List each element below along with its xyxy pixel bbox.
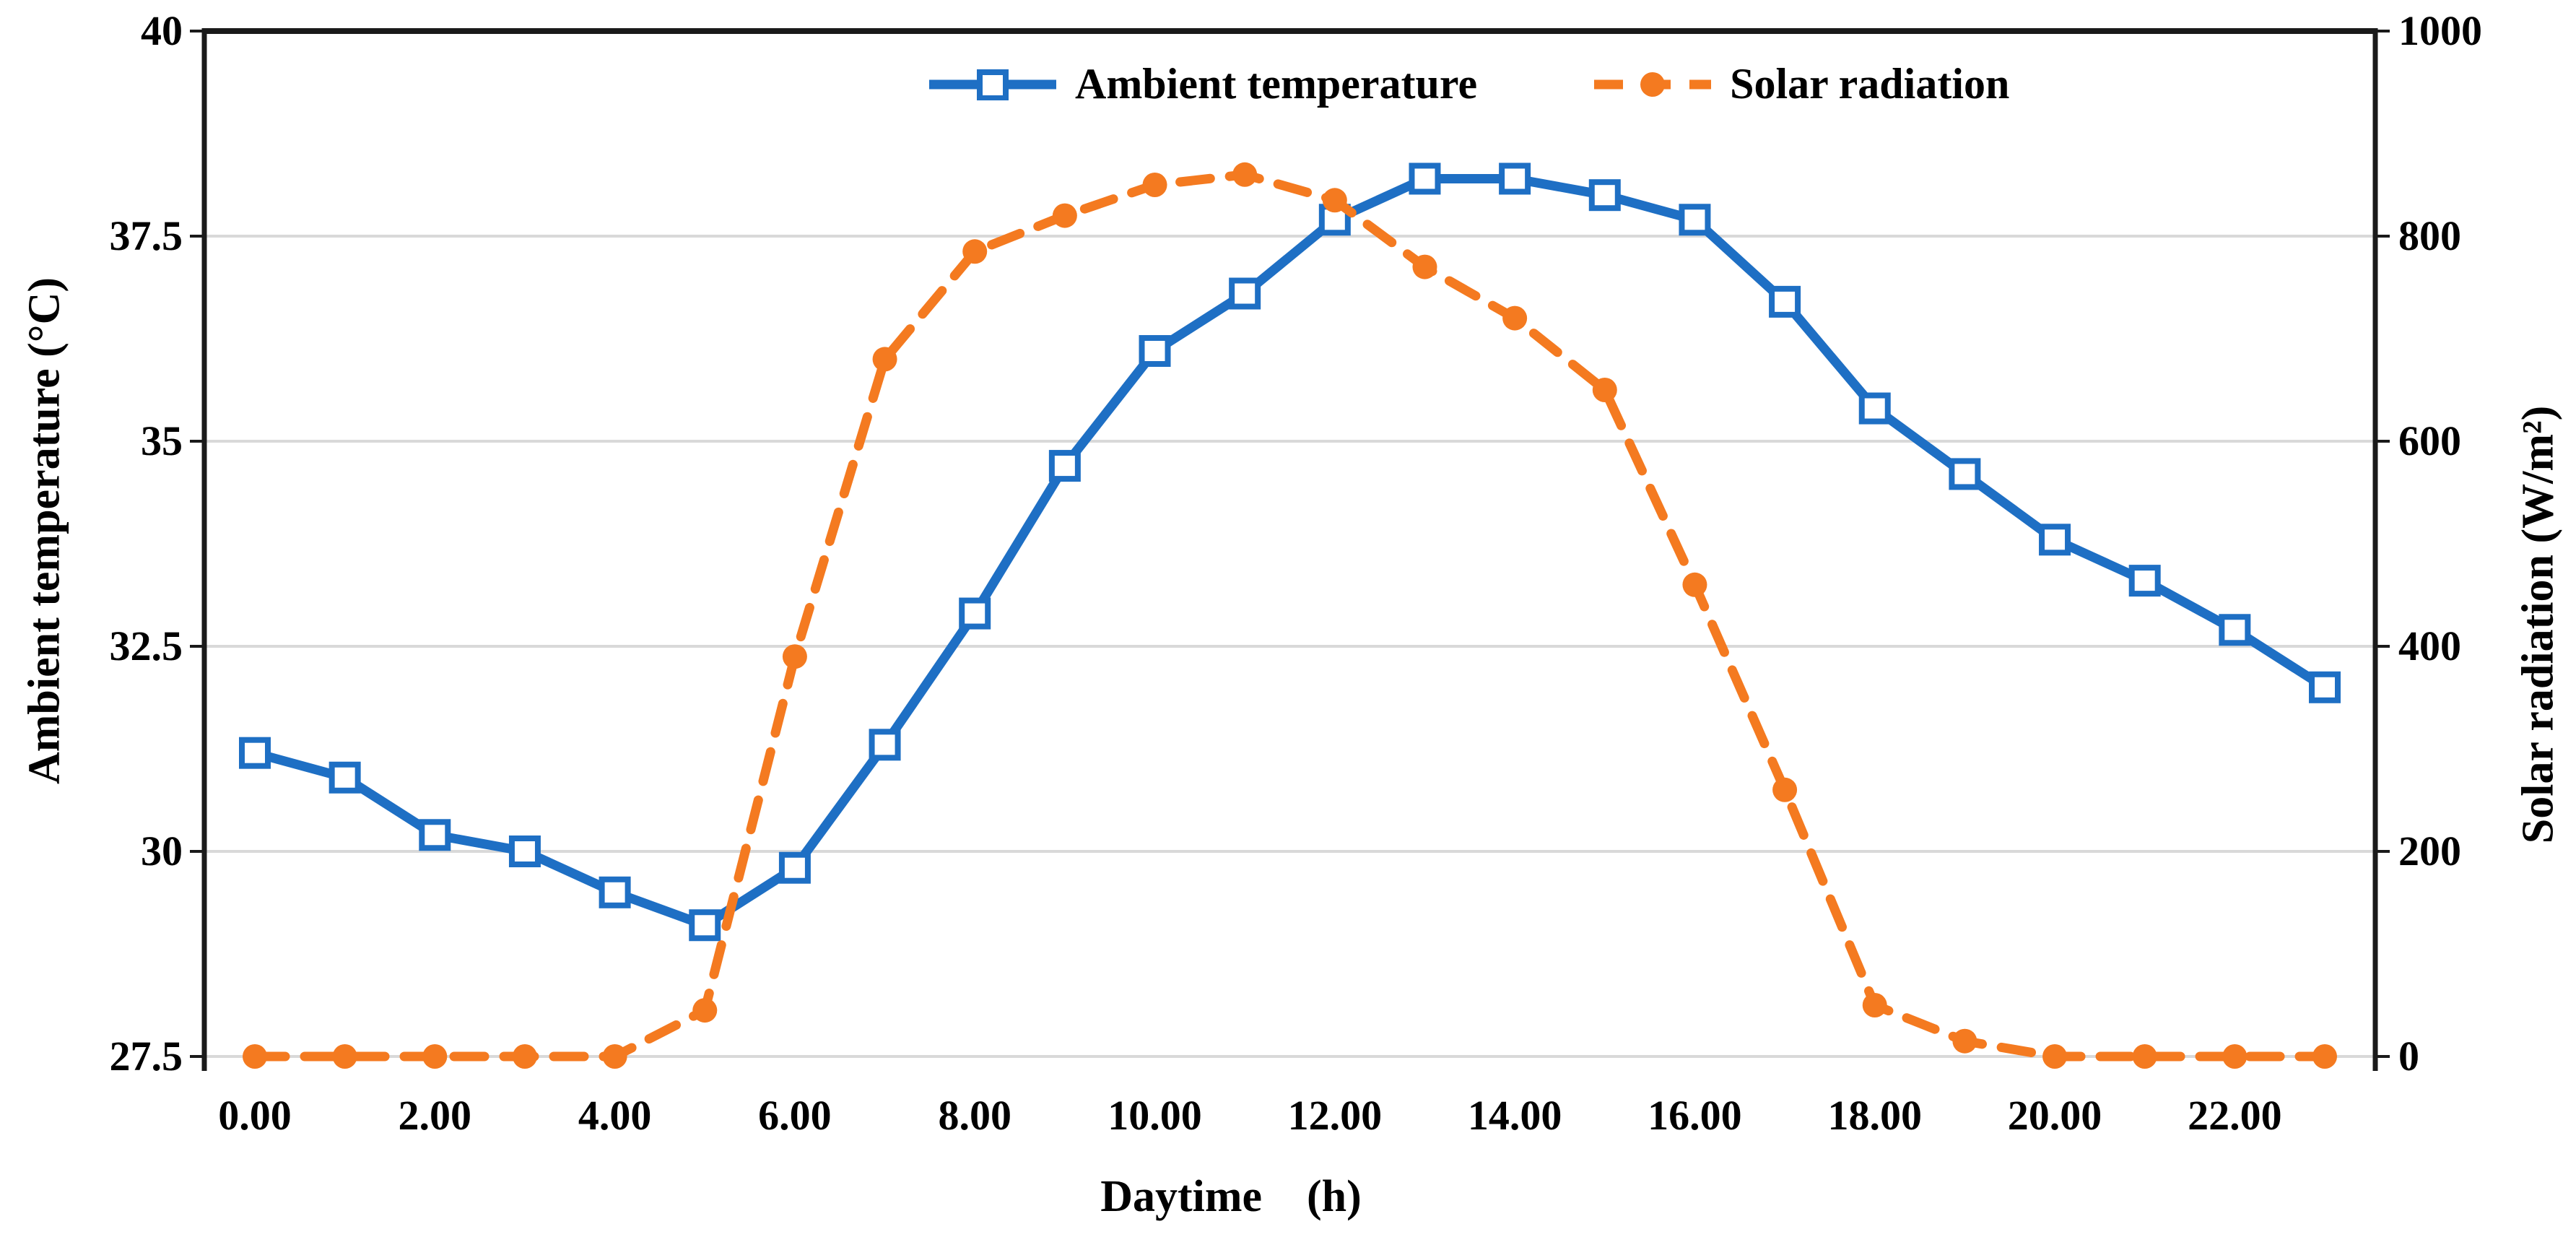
solar-radiation-marker — [962, 239, 988, 264]
solar-radiation-marker — [243, 1044, 267, 1069]
ambient-temperature-marker — [1409, 162, 1441, 195]
solar-radiation-marker — [2222, 1044, 2248, 1069]
ambient-temperature-line — [250, 173, 2330, 930]
left-axis-title: Ambient temperature (°C) — [19, 277, 69, 785]
legend-label-solar-radiation: Solar radiation — [1730, 60, 2010, 108]
solar-radiation-marker — [1772, 777, 1798, 802]
solar-radiation-marker — [1322, 188, 1347, 213]
ambient-temperature-marker — [869, 729, 901, 761]
solar-radiation-marker — [782, 644, 807, 669]
ambient-temperature-line-swatch-icon — [929, 69, 1056, 100]
right-axis-title: Solar radiation (W/m²) — [2513, 405, 2563, 844]
x-axis-tick-label: 12.00 — [1287, 1092, 1383, 1139]
ambient-temperature-marker — [508, 835, 541, 867]
ambient-temperature-marker — [1858, 392, 1891, 425]
left-axis-tick-label: 27.5 — [109, 1033, 183, 1080]
ambient-temperature-marker — [959, 597, 991, 630]
solar-radiation-line-swatch-icon — [1594, 71, 1712, 97]
ambient-temperature-marker — [419, 819, 451, 851]
x-axis-tick-label: 14.00 — [1467, 1092, 1562, 1139]
left-axis-tick-label: 35 — [141, 417, 183, 464]
x-axis-tick-label: 10.00 — [1108, 1092, 1202, 1139]
solar-radiation-marker — [1502, 305, 1528, 331]
right-axis-tick-label: 1000 — [2398, 7, 2482, 54]
right-axis-tick-label: 0 — [2398, 1033, 2419, 1080]
ambient-temperature-marker — [1229, 277, 1261, 310]
solar-radiation-marker — [2312, 1044, 2337, 1069]
chart-legend: Ambient temperature Solar radiation — [928, 59, 2009, 109]
solar-radiation-marker — [602, 1044, 627, 1069]
solar-radiation-marker — [1682, 572, 1707, 597]
x-axis-title: Daytime (h) — [1100, 1172, 1362, 1221]
x-axis-tick-label: 6.00 — [758, 1092, 832, 1139]
solar-radiation-marker — [1232, 162, 1258, 187]
solar-radiation-line — [250, 170, 2330, 1062]
x-axis-tick-label: 2.00 — [398, 1092, 472, 1139]
ambient-temperature-marker — [689, 909, 721, 942]
ambient-temperature-marker — [1139, 335, 1171, 368]
plot-canvas — [190, 28, 2390, 1071]
x-axis-tick-label: 8.00 — [938, 1092, 1011, 1139]
solar-radiation-marker — [422, 1044, 448, 1069]
solar-radiation-marker — [692, 998, 718, 1023]
solar-radiation-marker — [1052, 203, 1077, 228]
ambient-temperature-marker — [1588, 179, 1621, 212]
ambient-temperature-marker — [1679, 204, 1711, 236]
left-axis-tick-label: 30 — [141, 828, 183, 874]
left-axis-tick-label: 37.5 — [109, 212, 183, 259]
solar-radiation-marker — [1952, 1028, 1977, 1054]
solar-radiation-marker — [872, 347, 897, 372]
legend-item-solar-radiation: Solar radiation — [1593, 59, 2009, 109]
right-axis-tick-label: 600 — [2398, 417, 2461, 464]
left-axis-tick-label: 32.5 — [109, 622, 183, 669]
solar-radiation-marker — [1142, 173, 1167, 197]
solar-radiation-marker — [2042, 1044, 2068, 1069]
plot-area — [190, 28, 2390, 1071]
ambient-temperature-marker — [1769, 285, 1801, 318]
solar-radiation-marker — [332, 1044, 357, 1069]
x-axis-tick-label: 20.00 — [2007, 1092, 2102, 1139]
right-axis-tick-label: 200 — [2398, 828, 2461, 874]
ambient-temperature-marker — [2128, 565, 2161, 597]
right-axis-tick-label: 400 — [2398, 622, 2461, 669]
ambient-temperature-marker — [2309, 671, 2341, 703]
solar-radiation-marker — [2132, 1044, 2157, 1069]
x-axis-tick-label: 0.00 — [218, 1092, 292, 1139]
ambient-temperature-marker — [328, 761, 361, 794]
x-axis-tick-label: 4.00 — [578, 1092, 652, 1139]
ambient-temperature-marker — [1499, 162, 1531, 195]
legend-label-ambient-temperature: Ambient temperature — [1075, 60, 1478, 108]
ambient-temperature-marker — [1048, 450, 1081, 482]
x-axis-tick-label: 16.00 — [1648, 1092, 1742, 1139]
ambient-temperature-marker — [1949, 458, 1981, 490]
ambient-temperature-marker — [599, 876, 631, 908]
ambient-temperature-marker — [2039, 524, 2071, 556]
right-axis-tick-label: 800 — [2398, 212, 2461, 259]
left-axis-tick-label: 40 — [141, 7, 183, 54]
solar-radiation-marker — [512, 1044, 537, 1069]
x-axis-tick-label: 18.00 — [1827, 1092, 1922, 1139]
solar-radiation-marker — [1592, 378, 1617, 402]
ambient-temperature-marker — [239, 737, 271, 769]
ambient-temperature-marker — [778, 851, 811, 884]
solar-radiation-marker — [1412, 254, 1437, 279]
ambient-temperature-marker — [2219, 614, 2251, 646]
legend-item-ambient-temperature: Ambient temperature — [928, 59, 1477, 109]
solar-radiation-marker — [1862, 993, 1887, 1017]
x-axis-tick-label: 22.00 — [2188, 1092, 2282, 1139]
